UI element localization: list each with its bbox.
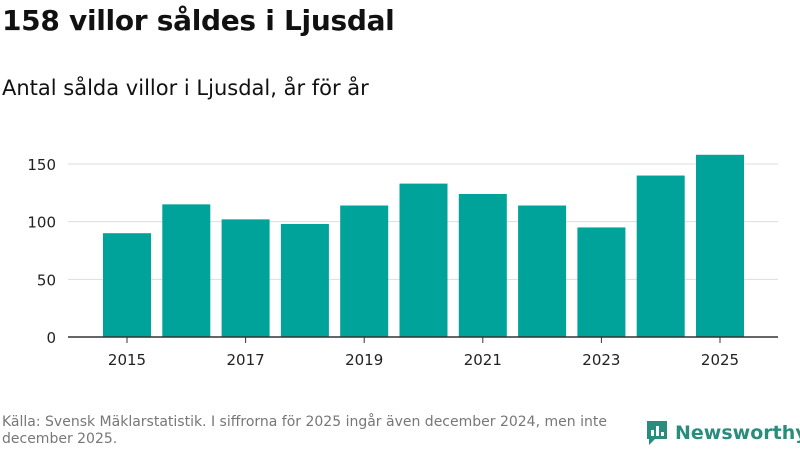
bar-2016 xyxy=(162,204,211,337)
bar-2024 xyxy=(636,175,685,337)
x-tick-label: 2021 xyxy=(464,351,502,369)
y-tick-label: 50 xyxy=(37,271,56,289)
x-tick-label: 2025 xyxy=(701,351,739,369)
y-tick-label: 100 xyxy=(27,214,56,232)
y-tick-label: 150 xyxy=(27,156,56,174)
chart-subtitle: Antal sålda villor i Ljusdal, år för år xyxy=(2,76,369,100)
x-tick-label: 2015 xyxy=(108,351,146,369)
bar-chart: 0 50 100 150 2015 2017 2019 2021 2023 2025 xyxy=(27,154,778,369)
newsworthy-logo: Newsworthy xyxy=(645,419,800,447)
y-tick-label: 0 xyxy=(46,329,56,347)
bar-2018 xyxy=(280,223,329,337)
bar-2017 xyxy=(221,219,270,337)
brand-name: Newsworthy xyxy=(675,422,800,444)
x-tick-label: 2019 xyxy=(345,351,383,369)
bar-2019 xyxy=(340,205,389,337)
newsworthy-logo-icon xyxy=(647,421,667,445)
x-tick-label: 2017 xyxy=(227,351,265,369)
chart-title: 158 villor såldes i Ljusdal xyxy=(2,4,395,37)
source-note: Källa: Svensk Mäklarstatistik. I siffror… xyxy=(2,414,607,447)
bar-2022 xyxy=(518,205,567,337)
x-tick-label: 2023 xyxy=(582,351,620,369)
bar-2023 xyxy=(577,227,626,337)
bar-2025 xyxy=(696,154,744,337)
bar-2020 xyxy=(399,183,448,337)
bar-2021 xyxy=(458,193,507,337)
bar-2015 xyxy=(103,233,151,337)
